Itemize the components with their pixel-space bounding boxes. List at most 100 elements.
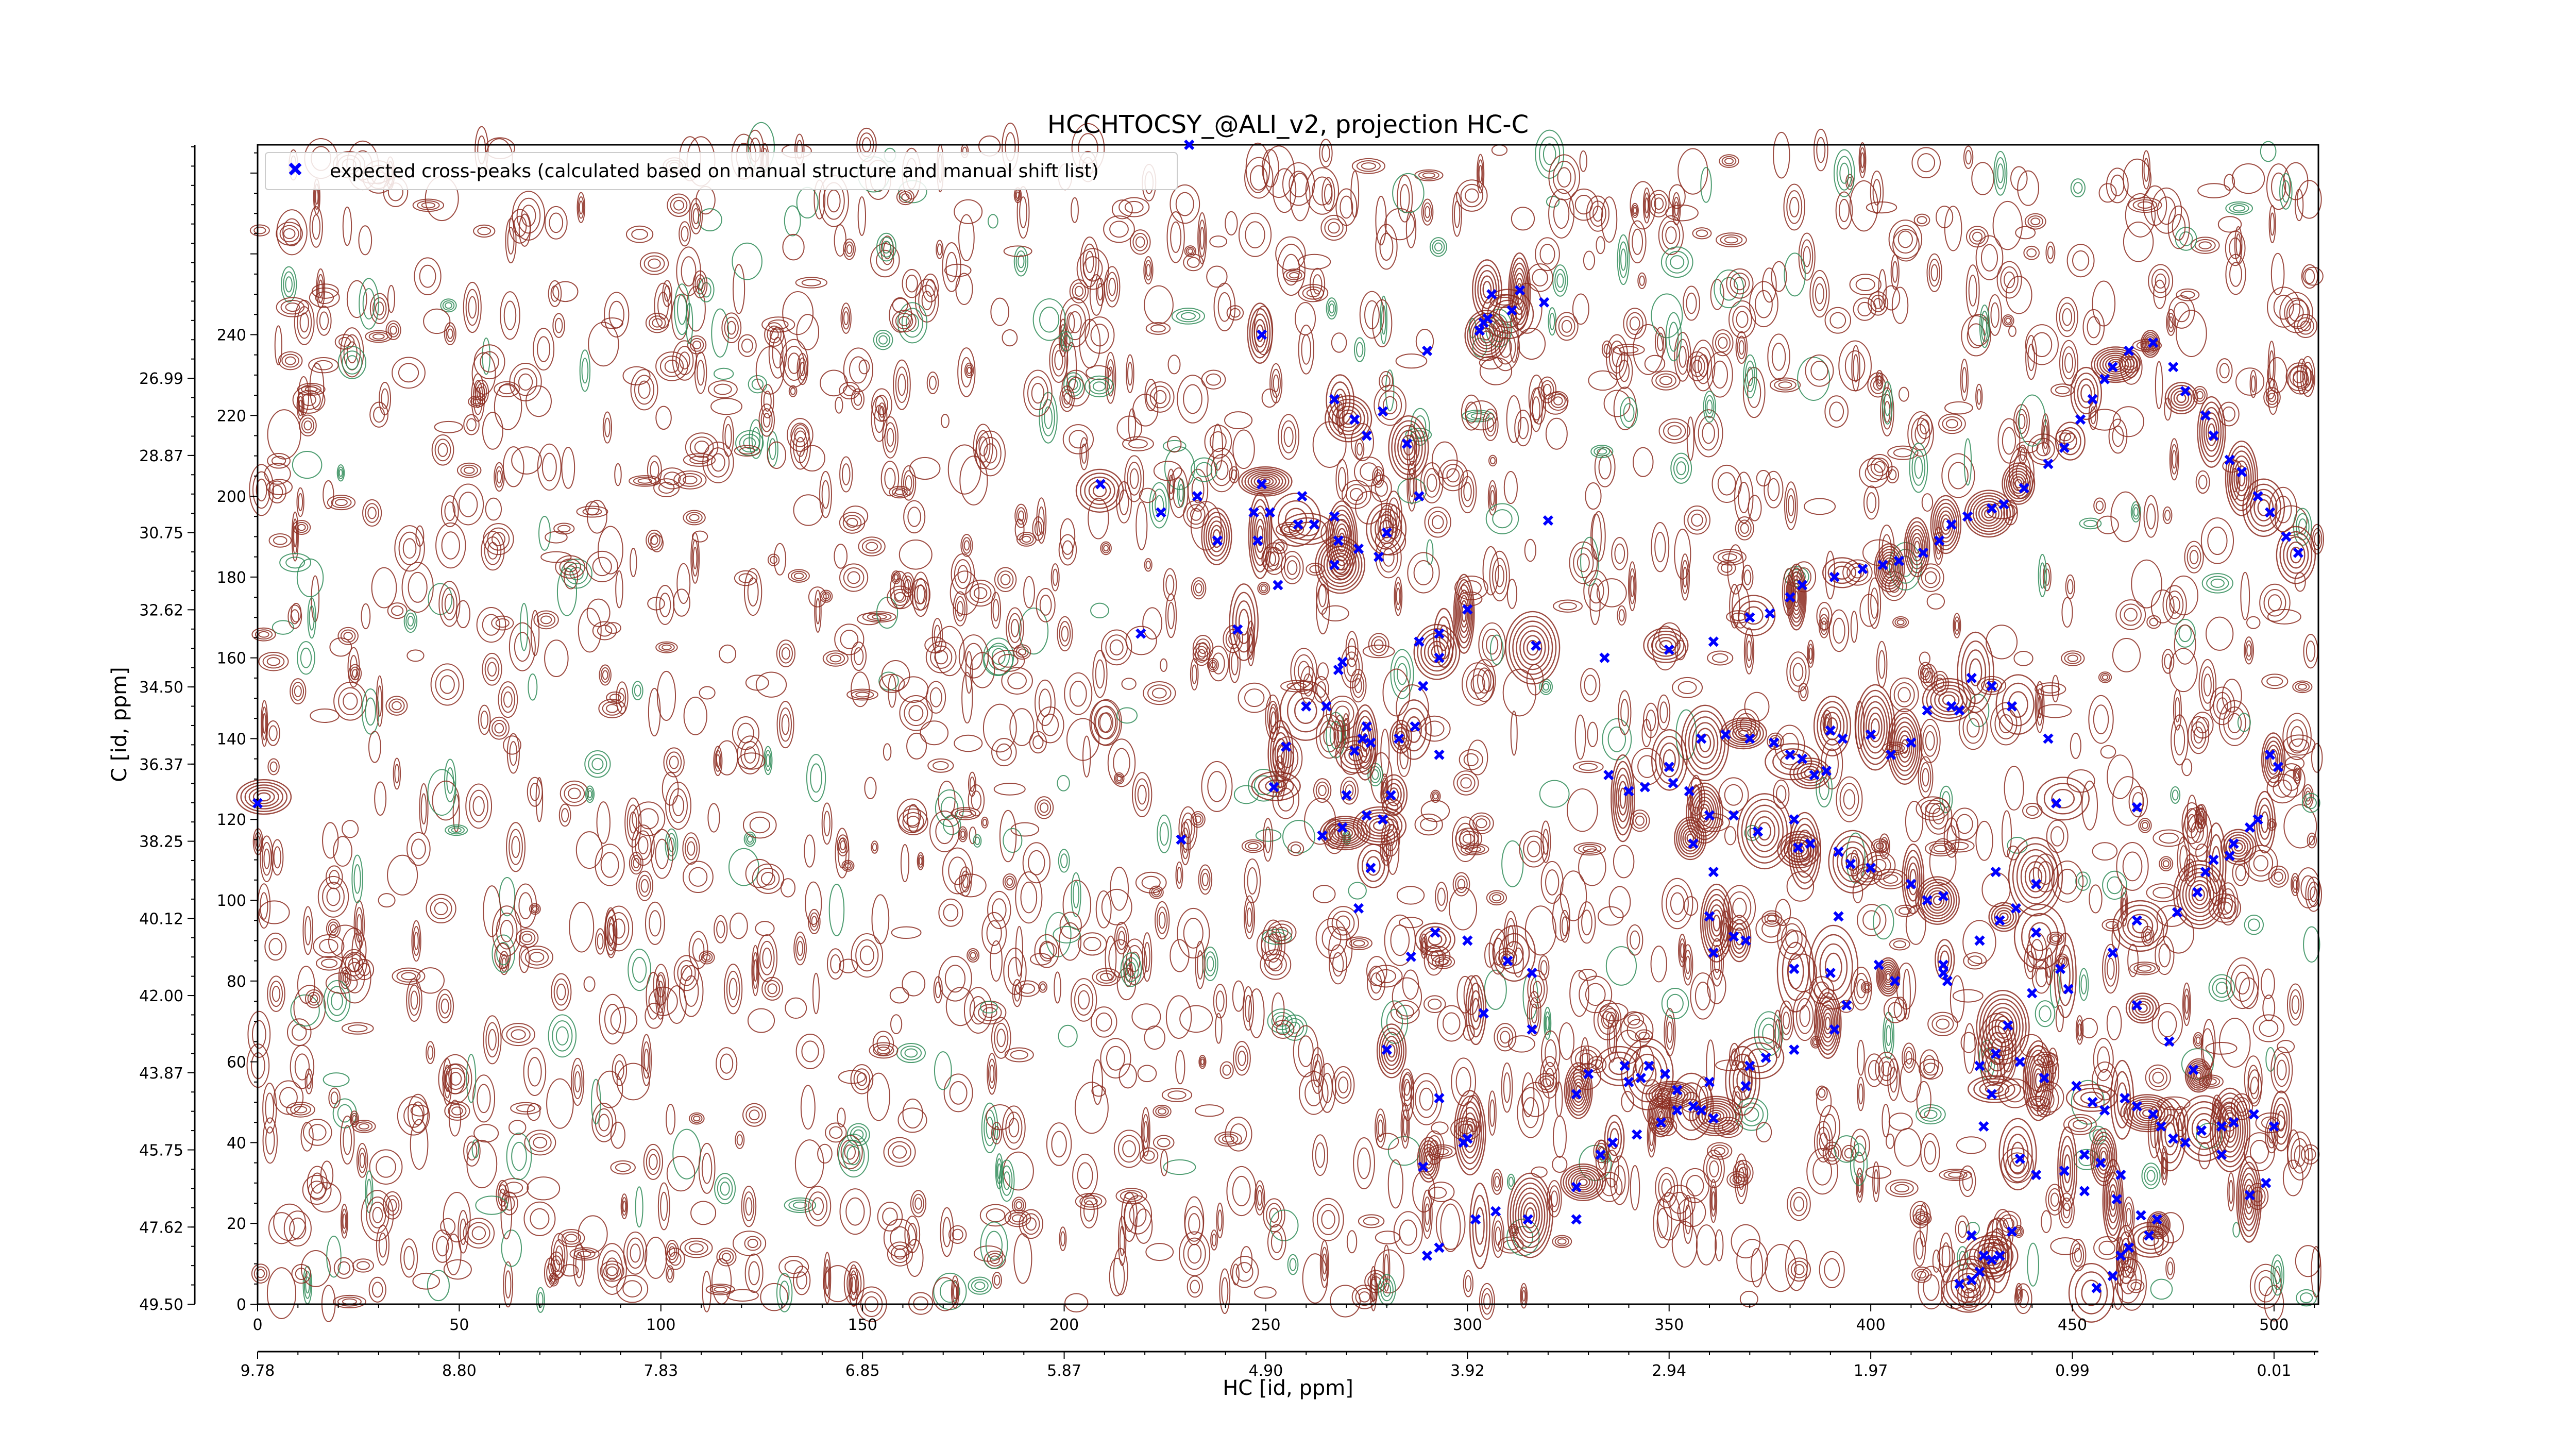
contour-ring <box>518 373 533 391</box>
contour-ring <box>1669 1191 1689 1214</box>
contour-ring <box>1635 1029 1653 1043</box>
contour-ring <box>1259 583 1268 594</box>
contour-ring <box>294 1053 310 1081</box>
contour-ring <box>967 948 980 963</box>
contour-ring <box>784 1260 803 1274</box>
contour-ring <box>348 664 362 683</box>
contour-ring <box>434 439 451 462</box>
x-ppm-tick-label: 2.94 <box>1652 1362 1686 1380</box>
contour-ring <box>1053 925 1081 943</box>
x-index-tick-label: 200 <box>1049 1316 1079 1334</box>
x-ppm-tick-label: 6.85 <box>845 1362 880 1380</box>
contour-ring <box>1846 177 1853 187</box>
contour-ring <box>1111 199 1133 220</box>
contour-ring <box>292 450 323 479</box>
contour-ring <box>875 395 889 415</box>
contour-ring <box>2102 918 2123 932</box>
contour-ring <box>2291 995 2300 1014</box>
contour-ring <box>1002 1105 1026 1150</box>
contour-ring <box>440 998 449 1014</box>
x-index-tick-label: 250 <box>1251 1316 1280 1334</box>
contour-ring <box>1380 295 1388 344</box>
contour-ring <box>900 844 910 883</box>
contour-ring <box>1627 1014 1640 1025</box>
contour-ring <box>1578 969 1597 981</box>
contour-ring <box>1431 515 1444 529</box>
contour-ring <box>1839 783 1859 816</box>
contour-ring <box>530 610 540 656</box>
contour-ring <box>986 920 1002 946</box>
contour-ring <box>1116 481 1132 524</box>
contour-ring <box>1452 872 1470 897</box>
contour-ring <box>764 322 785 347</box>
contour-ring <box>530 1208 550 1229</box>
contour-ring <box>1437 1005 1466 1042</box>
contour-ring <box>302 906 314 955</box>
contour-ring <box>2075 1015 2084 1045</box>
x-index-tick-label: 50 <box>449 1316 469 1334</box>
contour-ring <box>838 1070 866 1084</box>
contour-ring <box>368 731 381 763</box>
contour-ring <box>492 934 515 973</box>
contour-ring <box>2005 1152 2029 1178</box>
contour-ring <box>1020 983 1036 994</box>
contour-ring <box>2184 995 2189 1014</box>
contour-ring <box>1778 381 1792 389</box>
contour-ring <box>1544 1006 1552 1040</box>
contour-ring <box>1034 796 1054 819</box>
contour-ring <box>1031 382 1045 404</box>
contour-ring <box>2289 989 2302 1020</box>
contour-ring <box>2244 1055 2263 1104</box>
contour-ring <box>2055 385 2070 395</box>
contour-ring <box>342 1213 347 1229</box>
x-index-tick-label: 100 <box>646 1316 675 1334</box>
contour-ring <box>748 1261 760 1286</box>
contour-ring <box>1312 885 1336 903</box>
contour-ring <box>720 1182 730 1196</box>
contour-ring <box>369 1202 386 1228</box>
contour-ring <box>1003 1171 1011 1190</box>
contour-ring <box>1941 1242 1951 1273</box>
contour-ring <box>970 952 976 959</box>
contour-ring <box>1720 234 1743 246</box>
contour-ring <box>1714 1117 1743 1138</box>
contour-ring <box>1880 837 1889 856</box>
contour-ring <box>2226 957 2259 1009</box>
contour-ring <box>1040 802 1049 813</box>
contour-ring <box>961 671 973 724</box>
contour-ring <box>268 480 287 504</box>
contour-ring <box>2052 675 2059 702</box>
contour-ring <box>1721 563 1733 573</box>
contour-ring <box>1857 301 1872 317</box>
contour-ring <box>1756 470 1771 487</box>
contour-ring <box>1244 858 1261 903</box>
contour-ring <box>1327 906 1359 940</box>
contour-ring <box>279 553 312 572</box>
contour-ring <box>1198 864 1213 895</box>
contour-ring <box>2249 369 2257 398</box>
contour-ring <box>1866 201 1897 214</box>
contour-ring <box>2051 935 2060 942</box>
contour-ring <box>2140 820 2150 831</box>
contour-ring <box>1937 1245 1955 1268</box>
contour-ring <box>1177 375 1209 424</box>
contour-ring <box>808 586 827 608</box>
contour-ring <box>755 671 787 698</box>
contour-ring <box>1972 231 1983 242</box>
contour-ring <box>1674 528 1691 580</box>
contour-ring <box>1857 1076 1865 1111</box>
contour-ring <box>1090 699 1122 746</box>
contour-ring <box>1080 1193 1098 1228</box>
contour-ring <box>903 500 926 534</box>
contour-ring <box>1353 1137 1375 1190</box>
contour-ring <box>2309 835 2315 846</box>
contour-ring <box>630 1243 641 1263</box>
contour-ring <box>1442 1012 1461 1035</box>
contour-ring <box>1637 272 1647 289</box>
contour-ring <box>632 801 666 836</box>
contour-ring <box>714 750 722 772</box>
contour-ring <box>605 1257 619 1280</box>
contour-ring <box>2302 361 2314 392</box>
contour-ring <box>1942 416 1962 431</box>
contour-ring <box>1544 1011 1551 1036</box>
